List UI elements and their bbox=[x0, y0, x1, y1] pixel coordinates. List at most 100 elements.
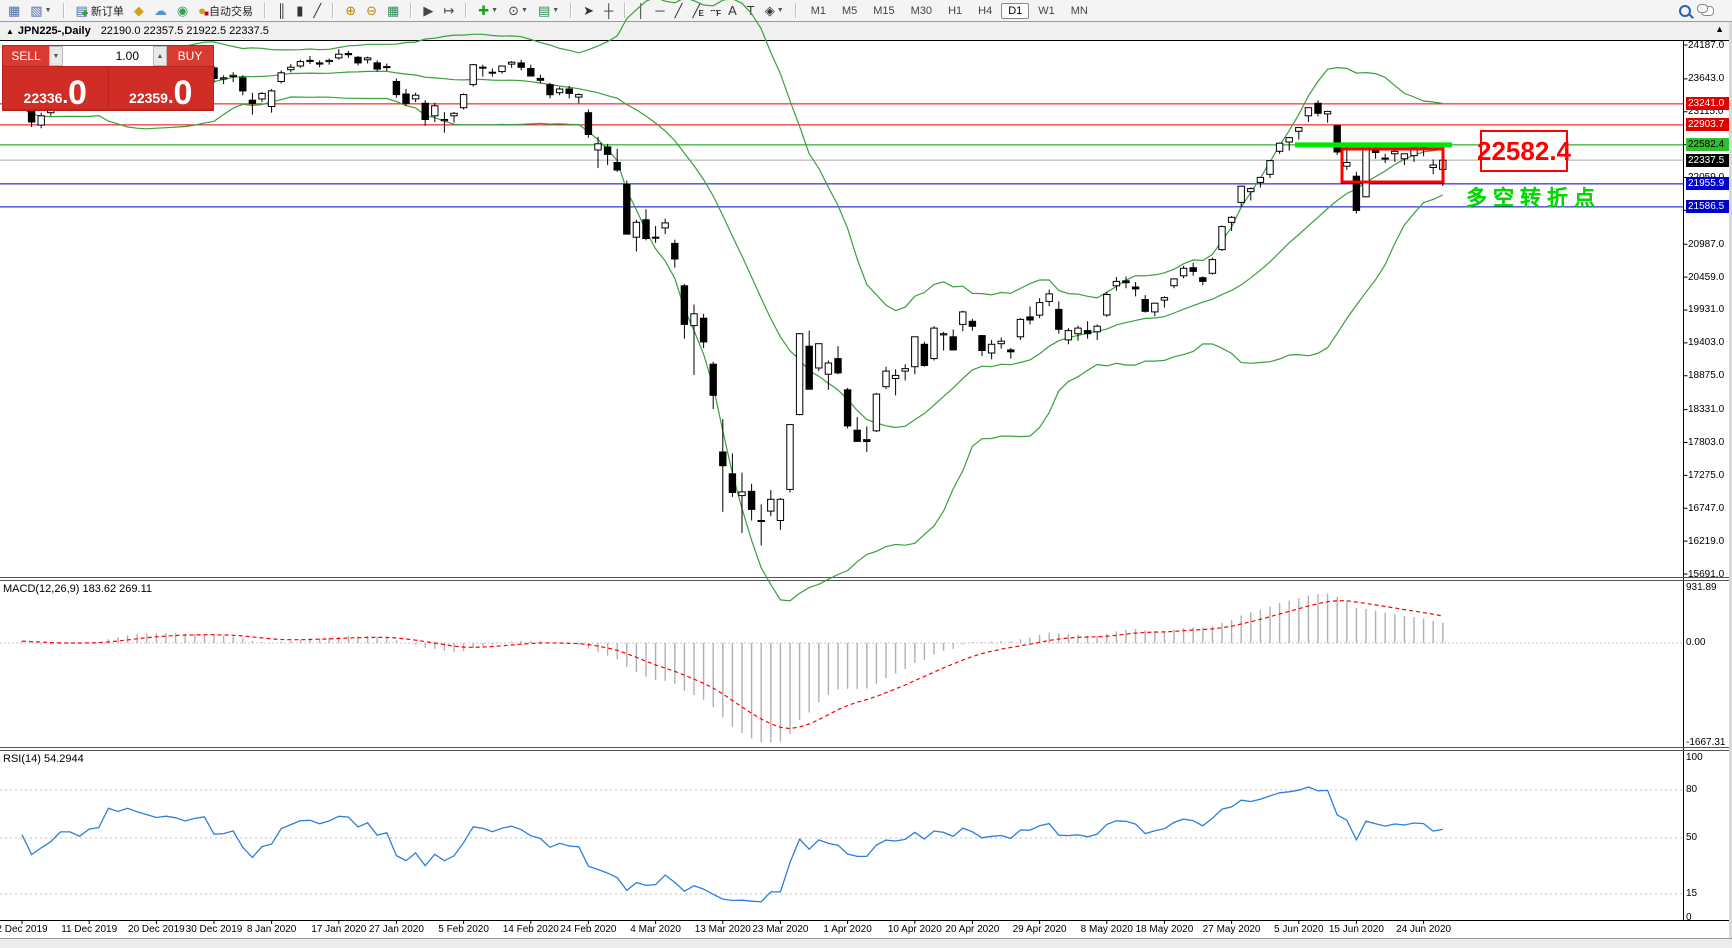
candle-body bbox=[421, 102, 429, 121]
crosshair-icon[interactable]: ┼ bbox=[604, 3, 614, 18]
chart-ohlc-values: 22190.0 22357.5 21922.5 22337.5 bbox=[100, 25, 269, 37]
candle-body bbox=[488, 71, 497, 74]
candle-body bbox=[1103, 294, 1111, 316]
buy-price-big-digit: 0 bbox=[173, 74, 193, 112]
profiles-icon[interactable]: ▧ ▼ bbox=[30, 3, 52, 18]
mql5-community-icon[interactable]: ☁ bbox=[153, 3, 167, 18]
candle-body bbox=[1179, 267, 1188, 277]
timeframe-m30[interactable]: M30 bbox=[910, 4, 933, 17]
candle-body bbox=[239, 77, 247, 92]
search-icon[interactable] bbox=[1675, 1, 1695, 21]
buy-button[interactable]: BUY bbox=[167, 46, 213, 66]
new-order-icon[interactable]: ▤ ✚ 新订单 bbox=[75, 3, 124, 18]
sell-button[interactable]: SELL bbox=[3, 46, 49, 66]
chart-shift-icon[interactable]: ↦ bbox=[443, 3, 455, 18]
timeframe-m5[interactable]: M5 bbox=[841, 4, 858, 17]
candle-body bbox=[949, 336, 957, 351]
candle-body bbox=[786, 424, 794, 490]
candle-body bbox=[709, 363, 717, 396]
candle-body bbox=[901, 368, 909, 372]
timeframe-h4[interactable]: H4 bbox=[978, 4, 993, 17]
bollinger-lower-band bbox=[21, 96, 1444, 602]
candle-body bbox=[1381, 157, 1389, 160]
toolbar-group: ⊕ ⊖ ▦ bbox=[337, 0, 407, 21]
candle-body bbox=[939, 333, 948, 336]
candle-body bbox=[872, 393, 881, 432]
candlestick-chart-icon[interactable]: ▮ bbox=[296, 3, 304, 18]
candle-body bbox=[719, 451, 727, 467]
toolbar-separator bbox=[332, 3, 335, 18]
timeframe-d1[interactable]: D1 bbox=[1001, 2, 1030, 19]
metaeditor-icon[interactable]: ◆ bbox=[133, 3, 144, 18]
timeframe-h1[interactable]: H1 bbox=[948, 4, 963, 17]
candle-body bbox=[267, 90, 276, 108]
tile-windows-icon[interactable]: ▦ bbox=[387, 3, 400, 18]
arrows-icon[interactable]: ◈ ▼ bbox=[764, 3, 784, 18]
candle-body bbox=[402, 93, 410, 104]
timeframe-m1[interactable]: M1 bbox=[810, 4, 826, 17]
buy-price[interactable]: 22359 . 0 bbox=[108, 67, 213, 112]
candle-body bbox=[1083, 330, 1092, 335]
volume-input[interactable]: 1.00 bbox=[63, 46, 153, 66]
timeframe-w1[interactable]: W1 bbox=[1038, 4, 1055, 17]
candle-body bbox=[1112, 280, 1121, 287]
text-icon[interactable]: A bbox=[728, 3, 737, 18]
bollinger-middle-band bbox=[21, 70, 1443, 429]
candle-body bbox=[987, 343, 996, 354]
candle-body bbox=[853, 429, 861, 442]
candle-body bbox=[671, 242, 679, 260]
fibonacci-icon[interactable]: ┄ F bbox=[710, 3, 722, 18]
candle-body bbox=[450, 112, 458, 117]
new-chart-icon[interactable]: ▦ bbox=[8, 3, 21, 18]
horizontal-line-icon[interactable]: ─ bbox=[655, 3, 665, 18]
buy-price-main: 22359 bbox=[129, 90, 168, 106]
toolbar-group: ➤ ┼ bbox=[575, 0, 621, 21]
one-click-trade-panel: SELL ▼ 1.00 ▲ BUY 22336 . 0 22359 . 0 bbox=[2, 45, 214, 111]
candle-body bbox=[1429, 164, 1437, 168]
volume-increase-button[interactable]: ▲ bbox=[153, 46, 167, 66]
candle-body bbox=[315, 62, 324, 65]
candle-body bbox=[1151, 302, 1159, 313]
chat-icon[interactable] bbox=[1697, 1, 1718, 21]
candle-body bbox=[373, 62, 381, 70]
candle-body bbox=[1199, 277, 1207, 282]
candle-body bbox=[287, 66, 295, 71]
volume-decrease-button[interactable]: ▼ bbox=[49, 46, 63, 66]
zoom-out-icon[interactable]: ⊖ bbox=[366, 3, 378, 18]
autotrading-icon[interactable]: ● ■ 自动交易 bbox=[198, 3, 254, 18]
candle-body bbox=[1227, 216, 1236, 223]
horizontal-scrollbar[interactable] bbox=[0, 938, 1732, 948]
toolbar-group: ▶ ↦ bbox=[415, 0, 462, 21]
candle-body bbox=[920, 343, 929, 366]
timeframe-mn[interactable]: MN bbox=[1070, 4, 1088, 17]
periods-icon[interactable]: ⊙ ▼ bbox=[508, 3, 528, 18]
trendline-icon[interactable]: ╱ bbox=[674, 3, 683, 18]
candle-body bbox=[335, 53, 343, 59]
candle-body bbox=[661, 222, 669, 229]
templates-icon[interactable]: ▤ ▼ bbox=[537, 3, 560, 18]
candle-body bbox=[690, 313, 698, 327]
toolbar-separator bbox=[465, 3, 468, 18]
candle-body bbox=[575, 94, 583, 98]
red-range-rectangle[interactable] bbox=[1340, 147, 1445, 184]
zoom-in-icon[interactable]: ⊕ bbox=[345, 3, 357, 18]
vertical-line-icon[interactable]: │ bbox=[637, 3, 646, 18]
candle-body bbox=[632, 221, 641, 238]
candle-body bbox=[1131, 286, 1140, 290]
indicators-icon[interactable]: ✚ ▼ bbox=[478, 3, 499, 18]
candle-body bbox=[1007, 349, 1015, 353]
timeframe-m15[interactable]: M15 bbox=[873, 4, 895, 17]
toolbar-separator bbox=[570, 3, 573, 18]
bar-chart-icon[interactable]: ║ bbox=[277, 3, 287, 18]
cursor-icon[interactable]: ➤ bbox=[583, 3, 595, 18]
text-label-icon[interactable]: T bbox=[746, 3, 755, 18]
candle-body bbox=[1323, 110, 1332, 115]
equidistant-channel-icon[interactable]: ╱ E bbox=[692, 3, 704, 18]
auto-scroll-icon[interactable]: ▶ bbox=[423, 3, 434, 18]
sell-price[interactable]: 22336 . 0 bbox=[3, 67, 108, 110]
scroll-up-icon[interactable]: ▲ bbox=[1715, 24, 1724, 34]
candle-body bbox=[623, 183, 631, 235]
signals-icon[interactable]: ◉ bbox=[176, 3, 189, 18]
line-chart-icon[interactable]: ╱ bbox=[313, 3, 322, 18]
